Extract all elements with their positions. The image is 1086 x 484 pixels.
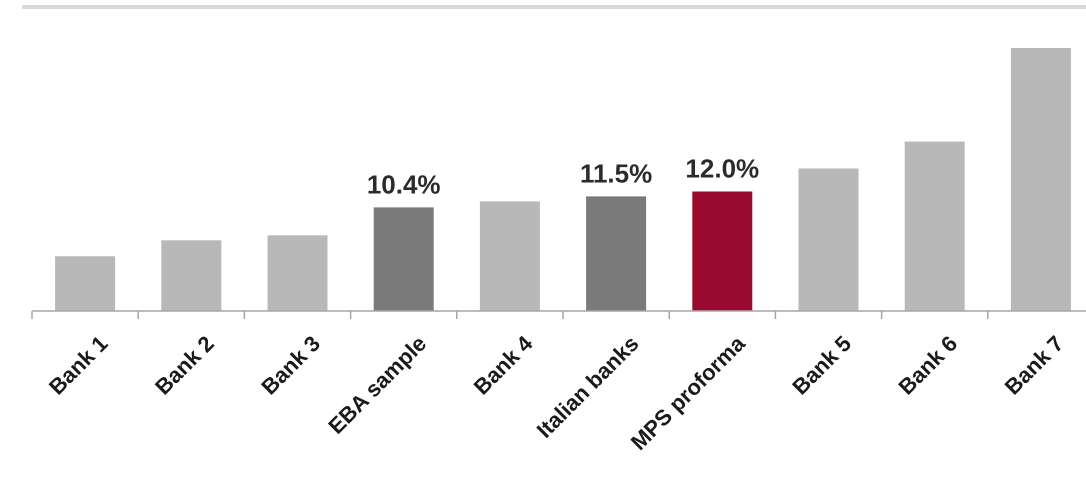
tick-label-eba-sample: EBA sample xyxy=(323,331,431,439)
tick-label-bank-4: Bank 4 xyxy=(469,330,538,399)
top-rule xyxy=(22,5,1086,9)
tick-label-bank-2: Bank 2 xyxy=(150,331,219,400)
data-label-italian-banks: 11.5% xyxy=(580,158,652,188)
value-labels-group: 10.4% 11.5% 12.0% xyxy=(367,154,759,200)
tick-label-bank-7: Bank 7 xyxy=(1000,331,1069,400)
tick-label-bank-1: Bank 1 xyxy=(44,331,113,400)
bar-bank-1 xyxy=(55,256,116,311)
bar-bank-5 xyxy=(798,168,859,311)
data-label-mps-proforma: 12.0% xyxy=(685,154,759,184)
bar-mps-proforma xyxy=(692,191,753,311)
bars-group xyxy=(55,48,1071,311)
tick-label-bank-5: Bank 5 xyxy=(787,331,856,400)
bar-eba-sample xyxy=(373,207,434,311)
bar-italian-banks xyxy=(586,196,647,311)
bar-bank-6 xyxy=(904,141,965,311)
tick-label-bank-6: Bank 6 xyxy=(894,331,963,400)
tick-label-bank-3: Bank 3 xyxy=(256,331,325,400)
bar-bank-7 xyxy=(1010,48,1071,311)
bar-bank-3 xyxy=(267,235,328,311)
bar-bank-4 xyxy=(479,201,540,311)
tick-label-mps-proforma: MPS proforma xyxy=(626,330,751,455)
x-axis xyxy=(31,310,1086,319)
tick-label-italian-banks: Italian banks xyxy=(532,331,644,443)
bar-bank-2 xyxy=(161,240,222,311)
data-label-eba-sample: 10.4% xyxy=(367,169,441,199)
